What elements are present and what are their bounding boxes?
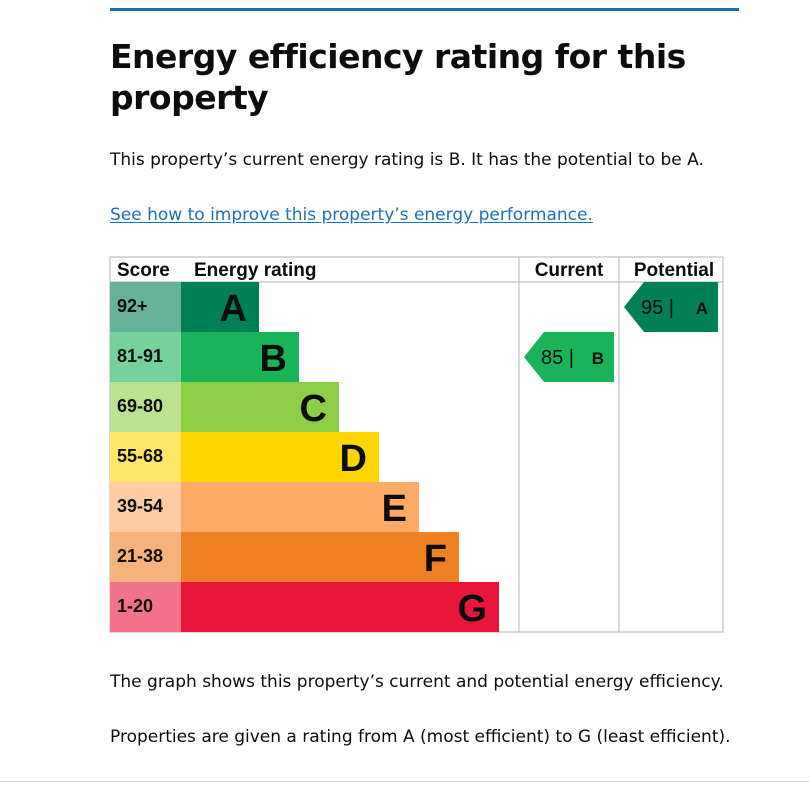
score-range-f: 21-38 (117, 546, 163, 566)
rating-scale-explanation: Properties are given a rating from A (mo… (110, 727, 731, 747)
band-letter-f: F (424, 538, 447, 580)
score-cell-f (110, 532, 181, 582)
band-bar-g (181, 582, 499, 632)
score-cell-b (110, 332, 181, 382)
potential-rating-letter: A (696, 299, 708, 318)
band-bar-e (181, 482, 419, 532)
rating-bands: 92+ A 81-91 B 69-80 C 55-68 D 39-54 E 21-38 F 1-20 G (110, 282, 499, 632)
band-bar-c (181, 382, 339, 432)
score-range-g: 1-20 (117, 596, 153, 616)
band-letter-g: G (457, 588, 487, 630)
improve-energy-link[interactable]: See how to improve this property’s energ… (110, 205, 593, 225)
band-bar-f (181, 532, 459, 582)
score-cell-c (110, 382, 181, 432)
band-bar-b (181, 332, 299, 382)
current-rating-arrow: 85 | B (524, 332, 614, 382)
score-cell-e (110, 482, 181, 532)
band-letter-b: B (260, 338, 287, 380)
header-energy-rating: Energy rating (194, 260, 316, 281)
band-letter-e: E (382, 488, 407, 530)
current-arrow-shape (524, 332, 614, 382)
current-rating-letter: B (592, 349, 604, 368)
header-potential: Potential (634, 260, 714, 281)
score-cell-a (110, 282, 181, 332)
potential-arrow-shape (624, 282, 718, 332)
score-range-a: 92+ (117, 296, 148, 316)
potential-rating-arrow: 95 | A (624, 282, 718, 332)
score-range-c: 69-80 (117, 396, 163, 416)
rating-summary: This property’s current energy rating is… (110, 150, 704, 170)
band-letter-c: C (300, 388, 327, 430)
top-rule (110, 8, 739, 11)
score-range-e: 39-54 (117, 496, 163, 516)
bottom-rule (0, 781, 809, 782)
band-bar-d (181, 432, 379, 482)
header-score: Score (117, 260, 170, 281)
potential-score-value: 95 | (641, 297, 674, 319)
page-title: Energy efficiency rating for this proper… (110, 37, 686, 117)
score-cell-d (110, 432, 181, 482)
score-range-b: 81-91 (117, 346, 163, 366)
header-current: Current (535, 260, 604, 281)
band-letter-a: A (220, 288, 247, 330)
band-bar-a (181, 282, 259, 332)
band-letter-d: D (340, 438, 367, 480)
score-range-d: 55-68 (117, 446, 163, 466)
score-cell-g (110, 582, 181, 632)
current-score-value: 85 | (541, 347, 574, 369)
rating-arrows: 85 | B 95 | A (524, 282, 718, 382)
graph-explanation: The graph shows this property’s current … (110, 672, 724, 692)
